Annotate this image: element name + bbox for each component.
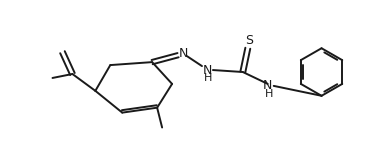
Text: N: N <box>202 63 211 77</box>
Text: H: H <box>204 73 212 83</box>
Text: N: N <box>178 47 188 60</box>
Text: H: H <box>265 89 273 99</box>
Text: N: N <box>263 79 272 92</box>
Text: S: S <box>245 34 253 47</box>
